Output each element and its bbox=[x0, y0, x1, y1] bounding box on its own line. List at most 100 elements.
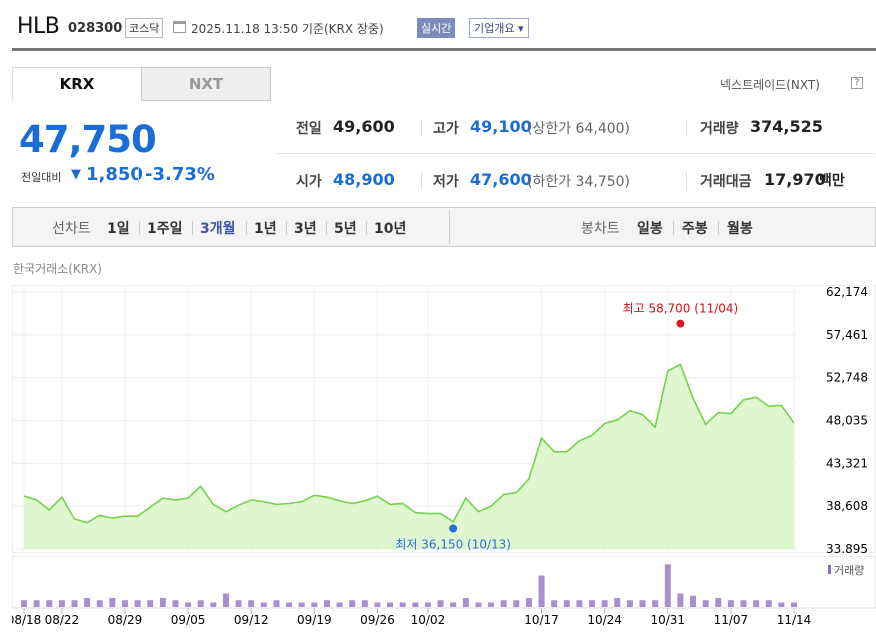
x-tick-label: 10/31 bbox=[650, 613, 685, 627]
open-label: 시가 bbox=[296, 174, 322, 190]
divider bbox=[449, 210, 450, 244]
volume-bar bbox=[248, 600, 255, 607]
x-tick-label: 08/29 bbox=[108, 613, 143, 627]
volume-bar bbox=[311, 602, 318, 607]
volume-bar bbox=[488, 602, 495, 607]
volume-bar bbox=[525, 598, 532, 607]
realtime-button[interactable]: 실시간 bbox=[417, 18, 456, 38]
divider bbox=[686, 119, 687, 137]
open-value: 48,900 bbox=[333, 170, 395, 189]
company-info-button[interactable]: 기업개요 ▾ bbox=[469, 18, 529, 38]
period-5y[interactable]: 5년 bbox=[334, 221, 357, 237]
y-tick-label: 33,895 bbox=[826, 542, 868, 553]
x-tick-label: 10/02 bbox=[411, 613, 446, 627]
candle-monthly[interactable]: 월봉 bbox=[727, 221, 753, 237]
volume-bar bbox=[273, 600, 280, 607]
volume-bar bbox=[222, 593, 229, 607]
x-tick-label: 11/14 bbox=[777, 613, 812, 627]
volume-chart[interactable]: 거래량 08/18 08/22 08/29 09/05 09/12 09/19 09/26 1… bbox=[12, 556, 876, 639]
divider bbox=[686, 172, 687, 190]
volume-bar bbox=[21, 600, 27, 607]
period-bar bbox=[12, 207, 876, 247]
volume-bar bbox=[500, 600, 507, 607]
x-tick-label: 09/26 bbox=[360, 613, 395, 627]
tab-krx[interactable]: KRX bbox=[12, 67, 142, 101]
volume-bar bbox=[235, 600, 242, 607]
volume-bar bbox=[33, 600, 40, 607]
volume-bar bbox=[677, 593, 684, 607]
amount-label: 거래대금 bbox=[700, 174, 752, 190]
upper-limit: (상한가 64,400) bbox=[527, 121, 631, 137]
volume-bar bbox=[791, 602, 797, 607]
candle-weekly[interactable]: 주봉 bbox=[682, 221, 708, 237]
volume-bar bbox=[96, 600, 103, 607]
prev-close-value: 49,600 bbox=[333, 117, 395, 136]
volume-bar bbox=[639, 600, 646, 607]
x-tick-label: 10/24 bbox=[587, 613, 622, 627]
volume-bar bbox=[71, 600, 78, 607]
candle-daily[interactable]: 일봉 bbox=[637, 221, 663, 237]
volume-bar bbox=[437, 600, 444, 607]
volume-bar bbox=[740, 600, 747, 607]
high-marker bbox=[676, 319, 685, 328]
x-tick-label: 09/12 bbox=[234, 613, 269, 627]
volume-bar bbox=[361, 600, 368, 607]
period-1y[interactable]: 1년 bbox=[254, 221, 277, 237]
volume-bar bbox=[121, 600, 128, 607]
volume-bar bbox=[715, 598, 722, 607]
stock-code: 028300 bbox=[68, 21, 123, 36]
volume-bar bbox=[336, 602, 343, 607]
y-tick-label: 52,748 bbox=[826, 371, 868, 385]
volume-bar bbox=[576, 600, 583, 607]
volume-bar bbox=[702, 600, 709, 607]
volume-bar bbox=[538, 575, 545, 607]
low-value: 47,600 bbox=[470, 170, 532, 189]
volume-bar bbox=[172, 600, 179, 607]
high-annotation: 최고 58,700 (11/04) bbox=[623, 302, 739, 316]
x-tick-label: 11/07 bbox=[714, 613, 749, 627]
price-change: 1,850 bbox=[86, 164, 143, 185]
stock-name: HLB bbox=[17, 14, 60, 39]
tab-nxt[interactable]: NXT bbox=[141, 67, 271, 101]
prev-close-label: 전일 bbox=[296, 121, 322, 137]
lower-limit: (하한가 34,750) bbox=[527, 174, 631, 190]
divider bbox=[326, 221, 327, 235]
period-1d[interactable]: 1일 bbox=[107, 221, 130, 237]
x-tick-label: 09/05 bbox=[171, 613, 206, 627]
volume-bar bbox=[260, 602, 267, 607]
divider bbox=[139, 221, 140, 235]
volume-legend: 거래량 bbox=[834, 564, 864, 577]
period-3m[interactable]: 3개월 bbox=[200, 221, 236, 237]
header-divider bbox=[12, 48, 876, 51]
volume-bar bbox=[134, 600, 141, 607]
period-1w[interactable]: 1주일 bbox=[147, 221, 183, 237]
divider bbox=[421, 119, 422, 137]
help-icon[interactable]: ? bbox=[851, 77, 863, 89]
volume-bar bbox=[475, 602, 482, 607]
volume-bar bbox=[58, 600, 65, 607]
divider bbox=[192, 221, 193, 235]
down-arrow-icon: ▼ bbox=[71, 167, 81, 182]
high-label: 고가 bbox=[433, 121, 459, 137]
divider bbox=[246, 221, 247, 235]
divider bbox=[718, 221, 719, 235]
y-tick-label: 48,035 bbox=[826, 414, 868, 428]
period-10y[interactable]: 10년 bbox=[374, 221, 407, 237]
volume-bar bbox=[450, 602, 457, 607]
volume-bar bbox=[601, 600, 608, 607]
volume-bar bbox=[690, 595, 697, 607]
volume-bar bbox=[412, 602, 419, 607]
line-chart-label: 선차트 bbox=[52, 221, 91, 237]
price-line bbox=[23, 363, 795, 524]
price-chart[interactable]: 62,174 57,461 52,748 48,035 43,321 38,608 33,8… bbox=[12, 285, 876, 553]
divider bbox=[421, 172, 422, 190]
volume-bar bbox=[778, 602, 785, 607]
low-annotation: 최저 36,150 (10/13) bbox=[395, 538, 511, 552]
nextrade-link[interactable]: 넥스트레이드(NXT) bbox=[720, 78, 820, 92]
divider bbox=[366, 221, 367, 235]
period-3y[interactable]: 3년 bbox=[294, 221, 317, 237]
volume-bar bbox=[197, 600, 204, 607]
x-tick-label: 10/17 bbox=[524, 613, 559, 627]
divider bbox=[673, 221, 674, 235]
volume-bar bbox=[109, 598, 116, 607]
